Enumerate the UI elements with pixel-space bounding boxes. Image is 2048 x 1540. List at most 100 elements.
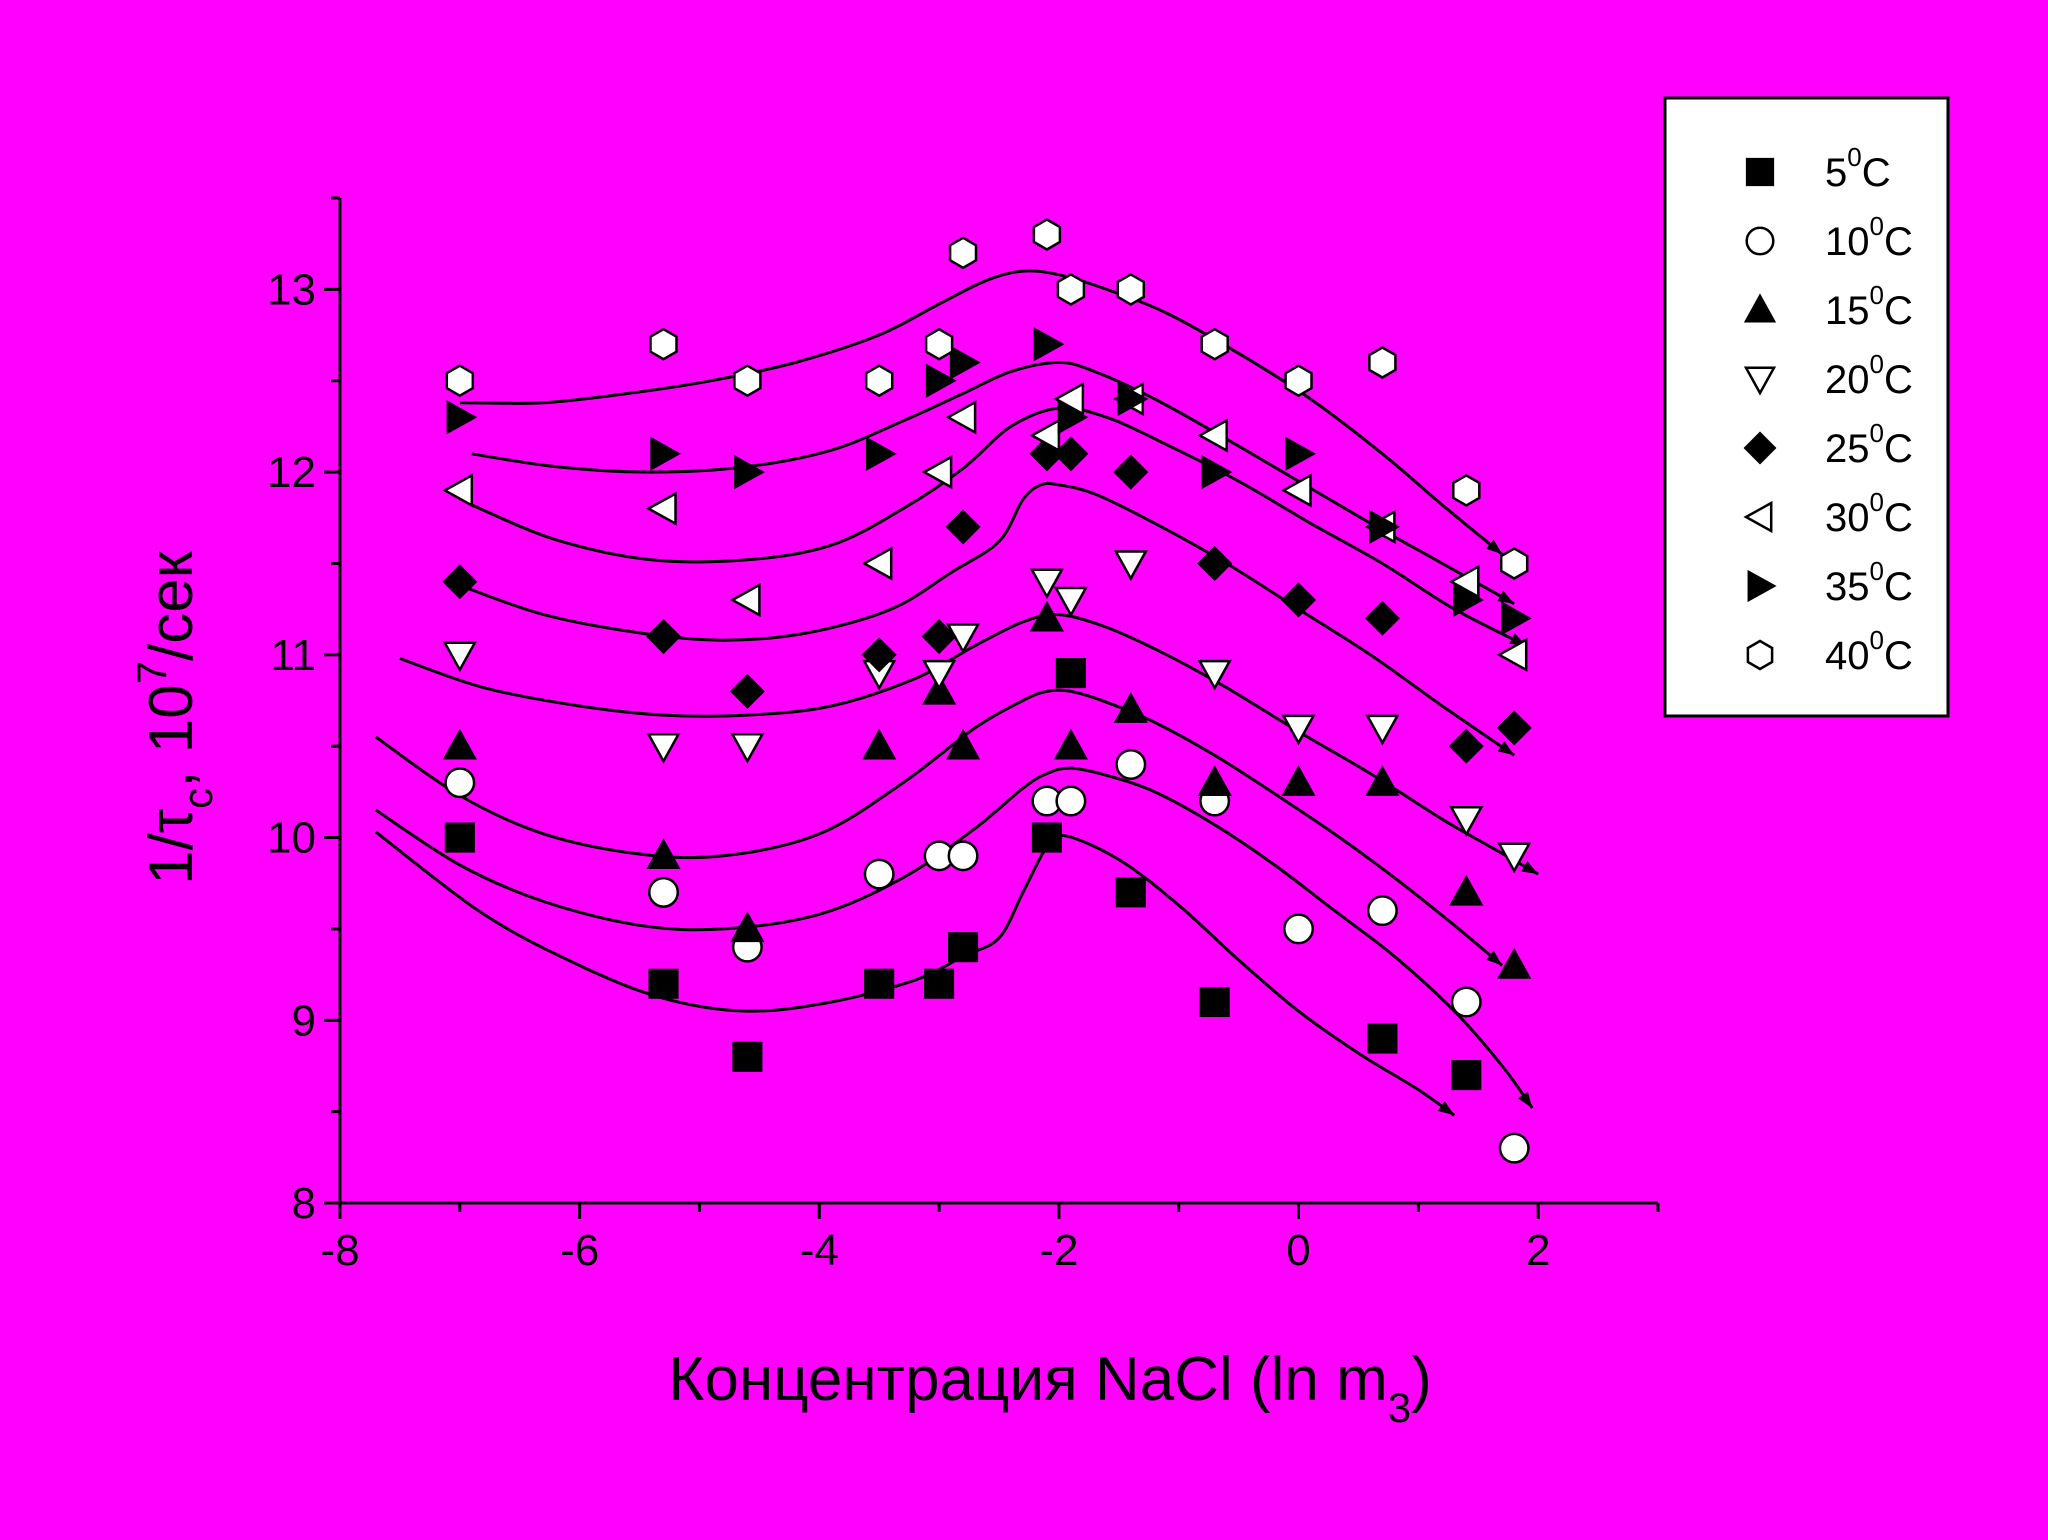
marker-15c xyxy=(1197,765,1232,796)
legend-item: 100C xyxy=(1745,211,1913,264)
marker-40c xyxy=(1116,272,1146,306)
fit-line-arrowhead xyxy=(1486,539,1503,555)
marker-30c xyxy=(1053,381,1085,417)
legend-label-superscript: 0 xyxy=(1870,280,1884,310)
legend-label-superscript: 0 xyxy=(1870,487,1884,517)
marker-25c xyxy=(921,619,957,655)
marker-15c xyxy=(1281,765,1316,796)
legend-item: 300C xyxy=(1743,487,1913,540)
y-tick-label: 8 xyxy=(292,1179,316,1228)
marker-5c xyxy=(1199,986,1230,1018)
marker-35c xyxy=(734,454,765,490)
marker-15c xyxy=(442,728,477,760)
marker-15c xyxy=(1449,874,1484,906)
fit-line-5c xyxy=(374,830,1456,1117)
marker-35c xyxy=(1033,327,1065,362)
legend-label: 50C xyxy=(1825,142,1891,195)
marker-5c xyxy=(1031,822,1062,853)
marker-15c xyxy=(862,728,897,760)
marker-5c xyxy=(444,822,475,853)
marker-20c xyxy=(1197,659,1232,691)
x-axis-title-subscript: 3 xyxy=(1388,1384,1411,1431)
x-axis-title-end: ) xyxy=(1411,1345,1432,1414)
marker-15c xyxy=(1029,600,1065,632)
marker-25c xyxy=(442,564,478,600)
x-axis-ticks: -8 -6 -4 -2 0 2 xyxy=(320,1203,1660,1275)
marker-20c xyxy=(945,623,981,655)
legend-label: 200C xyxy=(1825,349,1913,402)
legend-label-unit: C xyxy=(1884,427,1913,471)
marker-15c xyxy=(1497,947,1532,979)
marker-35c xyxy=(650,436,682,471)
y-tick-label: 10 xyxy=(267,814,316,863)
y-tick-label: 11 xyxy=(270,631,316,680)
legend-box xyxy=(1663,96,1950,718)
marker-35c xyxy=(925,363,957,398)
marker-5c xyxy=(1451,1060,1482,1091)
legend-label-value: 5 xyxy=(1825,151,1847,195)
legend-label-unit: C xyxy=(1884,289,1913,333)
marker-30c xyxy=(645,491,677,526)
marker-40c xyxy=(1032,218,1062,251)
legend-label-value: 35 xyxy=(1825,565,1870,609)
y-tick-label: 9 xyxy=(292,996,316,1045)
marker-30c xyxy=(1496,637,1528,672)
marker-20c xyxy=(1497,842,1532,874)
fit-line-arrowhead xyxy=(1521,860,1539,875)
fit-line-20c xyxy=(399,612,1539,876)
marker-30c xyxy=(1448,564,1480,599)
marker-40c xyxy=(1056,272,1086,306)
marker-10c xyxy=(1055,785,1087,817)
marker-40c xyxy=(1499,547,1529,580)
legend-label-value: 20 xyxy=(1825,358,1870,402)
marker-25c xyxy=(861,637,897,673)
marker-5c xyxy=(732,1041,763,1072)
marker-15c xyxy=(1113,692,1148,723)
marker-30c xyxy=(945,400,977,435)
y-axis-title-mid: , 10 xyxy=(137,684,206,787)
legend-label: 350C xyxy=(1825,556,1913,609)
marker-40c xyxy=(1452,473,1481,507)
marker-35c xyxy=(1285,436,1317,471)
fit-line-arrowhead xyxy=(1437,1101,1455,1116)
y-axis-title-superscript: 7 xyxy=(128,661,175,684)
legend-marker xyxy=(1743,500,1773,534)
legend-label-unit: C xyxy=(1862,151,1891,195)
legend-label-unit: C xyxy=(1884,496,1913,540)
legend-label-value: 30 xyxy=(1825,496,1870,540)
marker-5c xyxy=(1055,658,1086,689)
marker-10c xyxy=(1283,913,1315,945)
marker-25c xyxy=(1053,436,1089,472)
marker-10c xyxy=(863,858,895,890)
legend-label-superscript: 0 xyxy=(1870,211,1884,241)
marker-5c xyxy=(948,932,979,963)
marker-30c xyxy=(861,546,893,581)
marker-20c xyxy=(1449,806,1484,837)
marker-5c xyxy=(864,968,895,999)
legend-marker xyxy=(1746,639,1774,671)
plot-area: -8 -6 -4 -2 0 2 8 9 10 11 12 13 xyxy=(267,196,1660,1275)
legend-item: 250C xyxy=(1743,418,1913,471)
marker-40c xyxy=(445,364,475,398)
y-tick-label: 13 xyxy=(267,265,316,314)
marker-35c xyxy=(949,345,981,380)
marker-20c xyxy=(921,659,957,691)
y-axis-ticks: 8 9 10 11 12 13 xyxy=(267,196,340,1228)
marker-15c xyxy=(1365,765,1400,796)
marker-15c xyxy=(646,838,681,870)
legend-item: 350C xyxy=(1747,556,1913,609)
legend-marker xyxy=(1745,157,1775,187)
x-tick-label: 0 xyxy=(1286,1226,1310,1275)
legend-label-unit: C xyxy=(1884,634,1913,678)
marker-25c xyxy=(1364,600,1400,636)
marker-25c xyxy=(1496,710,1532,746)
fit-line-40c xyxy=(459,269,1504,556)
marker-20c xyxy=(442,641,477,673)
legend-label-value: 40 xyxy=(1825,634,1870,678)
marker-5c xyxy=(924,968,955,999)
marker-20c xyxy=(1053,586,1089,618)
marker-10c xyxy=(444,767,476,799)
marker-5c xyxy=(1115,877,1146,908)
legend-item: 150C xyxy=(1743,280,1913,333)
